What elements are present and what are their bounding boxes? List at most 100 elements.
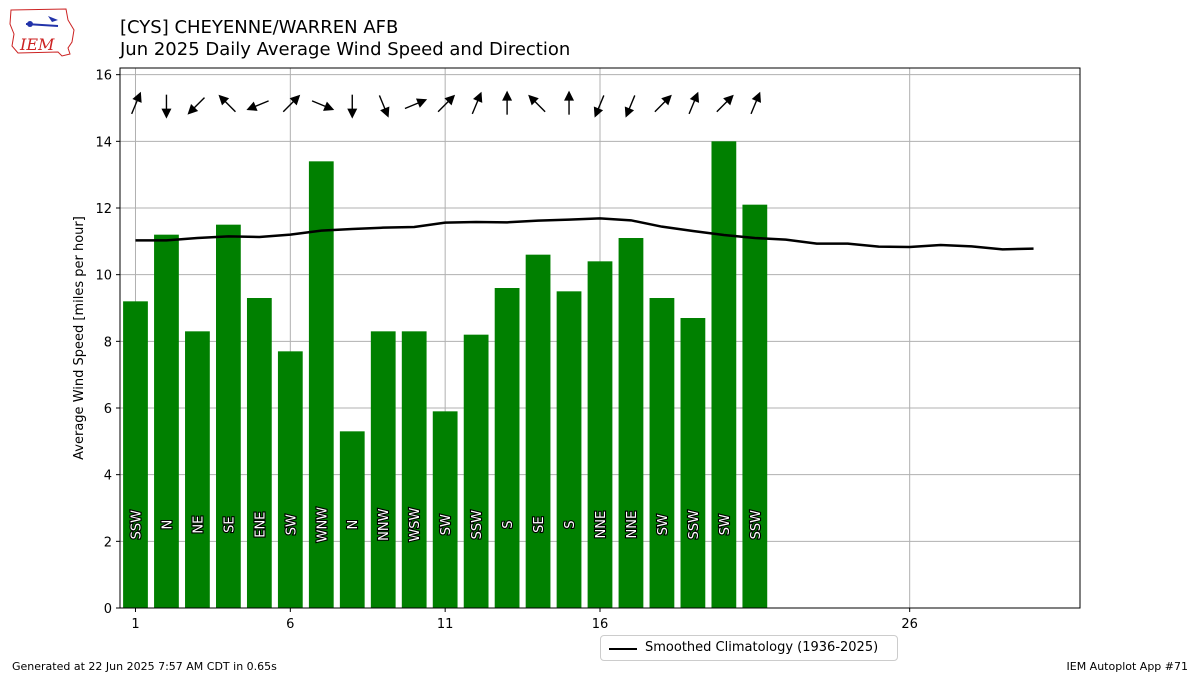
direction-label-day-13: S <box>501 521 516 529</box>
x-tick-label: 11 <box>437 617 454 632</box>
y-tick-label: 6 <box>104 402 112 417</box>
wind-arrow-day-10 <box>404 98 428 110</box>
wind-arrow-shaft <box>716 99 729 113</box>
direction-label-day-8: N <box>346 520 361 530</box>
wind-arrow-day-11 <box>437 94 456 113</box>
bar-day-11 <box>432 411 458 608</box>
x-tick-label: 26 <box>901 617 918 632</box>
wind-arrow-shaft <box>628 95 636 111</box>
direction-label-day-19: SSW <box>687 510 702 540</box>
wind-arrow-day-17 <box>624 95 636 118</box>
wind-arrow-shaft <box>223 99 236 113</box>
legend: Smoothed Climatology (1936-2025) <box>600 635 898 661</box>
wind-arrow-day-14 <box>528 94 546 113</box>
direction-label-day-16: NNE <box>594 511 609 539</box>
wind-arrow-head <box>624 106 635 118</box>
bar-day-13 <box>494 288 520 608</box>
wind-arrow-shaft <box>533 99 546 113</box>
bar-day-9 <box>370 331 396 608</box>
bar-day-18 <box>649 298 675 608</box>
wind-arrow-day-5 <box>246 100 269 111</box>
x-tick-label: 16 <box>592 617 609 632</box>
wind-arrow-head <box>161 108 172 119</box>
direction-label-day-15: S <box>563 521 578 529</box>
wind-arrow-shaft <box>253 100 269 108</box>
wind-arrow-shaft <box>282 99 296 113</box>
bar-day-19 <box>680 318 706 608</box>
wind-arrow-day-2 <box>161 94 172 119</box>
logo-text: IEM <box>19 35 55 54</box>
wind-arrow-head <box>380 106 390 118</box>
wind-arrow-day-1 <box>131 91 142 115</box>
wind-arrow-head <box>132 91 142 103</box>
direction-label-day-3: NE <box>191 516 206 534</box>
direction-label-day-9: NNW <box>377 508 392 540</box>
wind-arrow-head <box>564 90 575 101</box>
wind-arrow-head <box>689 91 700 103</box>
direction-label-day-1: SSW <box>129 510 144 540</box>
wind-arrow-day-6 <box>282 94 301 113</box>
bar-day-12 <box>463 334 489 608</box>
wind-arrow-shaft <box>597 95 605 111</box>
wind-arrow-day-4 <box>218 94 236 113</box>
climatology-line <box>135 217 1034 251</box>
wind-arrow-day-8 <box>347 94 358 119</box>
bar-day-6 <box>277 351 303 608</box>
x-tick-label: 6 <box>286 617 294 632</box>
app-id: IEM Autoplot App #71 <box>1066 660 1189 673</box>
wind-arrow-day-12 <box>471 91 483 115</box>
wind-arrow-shaft <box>688 98 696 115</box>
generated-timestamp: Generated at 22 Jun 2025 7:57 AM CDT in … <box>12 660 277 673</box>
wind-arrow-head <box>323 101 335 111</box>
direction-label-day-20: SW <box>718 514 733 535</box>
bar-day-5 <box>246 298 272 608</box>
bar-day-1 <box>123 301 148 608</box>
wind-arrow-shaft <box>131 98 139 115</box>
bar-day-15 <box>556 291 582 608</box>
wind-arrow-day-21 <box>750 91 761 115</box>
y-tick-label: 2 <box>104 535 112 550</box>
direction-label-day-12: SSW <box>470 510 485 540</box>
y-tick-label: 14 <box>95 135 112 150</box>
direction-label-day-7: WNW <box>315 507 330 543</box>
wind-arrow-day-13 <box>502 90 513 115</box>
chart-subtitle: Jun 2025 Daily Average Wind Speed and Di… <box>120 39 571 60</box>
bar-day-21 <box>742 204 768 608</box>
direction-label-day-14: SE <box>532 516 547 532</box>
bar-day-16 <box>587 261 613 608</box>
wind-arrow-shaft <box>311 100 328 108</box>
x-tick-label: 1 <box>131 617 139 632</box>
direction-label-day-5: ENE <box>253 512 268 538</box>
wind-arrow-day-3 <box>187 97 205 115</box>
wind-arrow-head <box>751 91 761 103</box>
bar-day-17 <box>618 238 644 608</box>
bar-day-8 <box>339 431 365 608</box>
iem-logo: IEM <box>9 8 75 57</box>
wind-arrow-shaft <box>471 98 480 115</box>
wind-arrow-head <box>347 108 358 119</box>
wind-arrow-day-16 <box>593 95 605 118</box>
direction-label-day-4: SE <box>222 516 237 532</box>
wind-arrow-shaft <box>437 99 450 113</box>
wind-arrow-day-19 <box>688 91 700 115</box>
wind-arrow-shaft <box>192 97 205 110</box>
y-tick-label: 10 <box>95 269 112 284</box>
direction-label-day-11: SW <box>439 514 454 535</box>
y-tick-label: 4 <box>104 469 112 484</box>
wind-arrow-head <box>473 91 483 103</box>
bar-day-4 <box>216 224 241 608</box>
wind-arrow-shaft <box>378 95 387 111</box>
wind-arrow-day-20 <box>716 94 734 113</box>
bar-day-7 <box>308 161 334 609</box>
bar-day-3 <box>185 331 210 608</box>
direction-label-day-10: WSW <box>408 508 423 542</box>
bar-day-2 <box>154 234 179 608</box>
legend-line-swatch <box>609 648 637 650</box>
wind-arrow-day-9 <box>378 95 390 118</box>
bar-day-14 <box>525 254 551 608</box>
wind-arrow-day-15 <box>564 90 575 115</box>
wind-arrow-shaft <box>750 98 758 115</box>
wind-arrow-head <box>415 98 428 108</box>
wind-arrow-head <box>502 90 513 101</box>
